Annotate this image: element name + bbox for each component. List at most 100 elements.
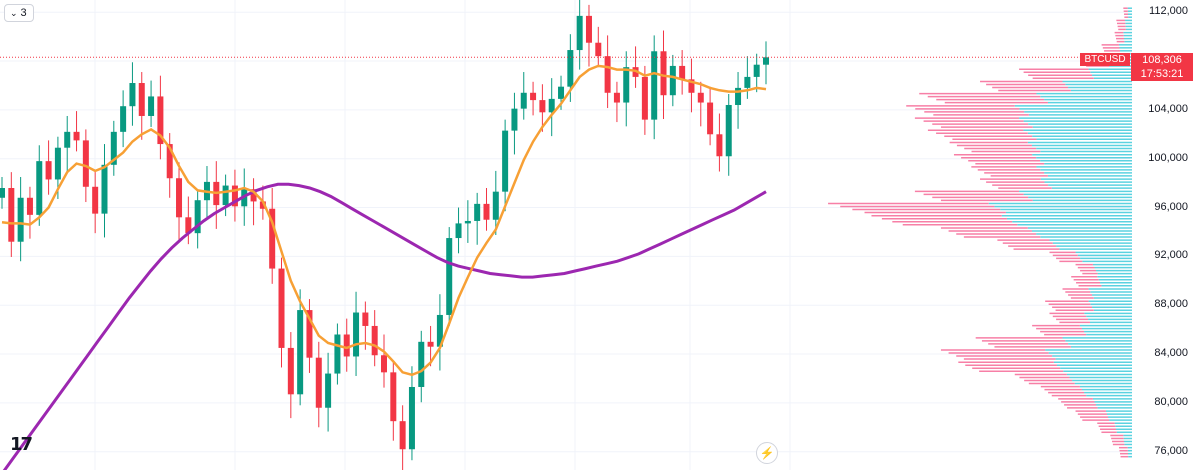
candle-body (297, 310, 304, 395)
candle-body (688, 79, 695, 93)
candle-body (502, 130, 509, 192)
price-axis-tick-label: 80,000 (1154, 395, 1188, 408)
ma-fast-line (1, 64, 767, 377)
ma-slow-line (2, 182, 767, 470)
candle-body (0, 188, 5, 198)
candle-body (45, 161, 52, 180)
candle-body (120, 106, 127, 132)
candle-body (669, 65, 676, 96)
candle-body (530, 92, 537, 101)
candle-body (371, 325, 378, 356)
symbol-label: BTCUSD (1080, 53, 1130, 66)
candle-body (436, 314, 443, 347)
candle-body (623, 67, 630, 103)
candle-body (36, 161, 43, 215)
candle-body (64, 131, 71, 148)
candle-body (82, 140, 89, 187)
candle-body (651, 51, 658, 120)
candle-body (567, 50, 574, 87)
candle-body (641, 76, 648, 120)
candle-body (474, 203, 481, 221)
candle-body (362, 312, 369, 326)
candle-body (735, 87, 742, 105)
candle-body (343, 334, 350, 357)
candle-body (707, 102, 714, 135)
candle-body (576, 15, 583, 51)
candle-body (8, 188, 15, 242)
candle-body (259, 201, 266, 209)
candle-body (334, 334, 341, 374)
candle-body (353, 312, 360, 357)
candle-body (250, 189, 257, 202)
price-axis-tick-label: 84,000 (1154, 347, 1188, 360)
price-axis-tick-label: 96,000 (1154, 200, 1188, 213)
candle-body (725, 104, 732, 157)
candle-body (679, 65, 686, 80)
candle-body (185, 217, 192, 234)
candle-body (558, 86, 565, 99)
candle-body (231, 185, 238, 207)
candle-body (464, 220, 471, 224)
candle-body (744, 76, 751, 88)
candle-body (148, 96, 155, 116)
price-axis-tick-label: 112,000 (1149, 5, 1188, 18)
candle-body (697, 92, 704, 103)
candle-body (17, 197, 24, 242)
moving-averages (1, 64, 767, 470)
volume-profile (828, 7, 1132, 458)
candle-body (222, 185, 229, 206)
candle-body (166, 144, 173, 179)
candle-body (399, 421, 406, 450)
candle-body (716, 134, 723, 157)
candle-body (455, 223, 462, 239)
candle-body (92, 186, 99, 214)
candle-body (390, 372, 397, 422)
last-price-label: 108,306 (1131, 53, 1193, 67)
candle-body (595, 42, 602, 57)
candle-body (315, 357, 322, 408)
bar-countdown: 17:53:21 (1131, 67, 1193, 81)
candle-body (548, 98, 555, 113)
candle-body (520, 92, 527, 109)
price-axis-tick-label: 104,000 (1148, 102, 1188, 115)
tradingview-logo[interactable]: 17 (10, 434, 33, 455)
candle-body (427, 341, 434, 347)
candle-body (483, 203, 490, 220)
candle-body (585, 15, 592, 43)
candle-body (418, 341, 425, 387)
candle-body (26, 197, 33, 215)
candles (0, 0, 769, 470)
price-axis-tick-label: 76,000 (1154, 444, 1188, 457)
candle-body (604, 56, 611, 93)
candle-body (129, 83, 136, 107)
candle-body (763, 57, 769, 65)
candle-body (381, 355, 387, 373)
candle-body (660, 51, 667, 96)
lightning-icon[interactable]: ⚡ (756, 442, 778, 464)
price-axis-tick-label: 100,000 (1148, 151, 1188, 164)
candle-body (176, 178, 183, 218)
candle-body (492, 191, 499, 220)
candle-body (278, 268, 285, 348)
candle-body (306, 310, 313, 358)
candle-body (446, 238, 453, 315)
candle-body (287, 347, 294, 395)
candle-body (157, 96, 164, 145)
candle-body (101, 164, 108, 214)
candle-body (138, 83, 145, 116)
candle-body (194, 200, 201, 234)
candle-body (753, 64, 760, 77)
candle-body (511, 108, 518, 131)
candle-body (54, 147, 61, 180)
indicators-toggle-button[interactable]: ⌄ 3 (4, 4, 34, 22)
candle-body (110, 131, 117, 165)
candle-body (269, 208, 276, 269)
chart-grid (0, 0, 1130, 470)
candle-body (408, 386, 415, 450)
candle-body (539, 100, 546, 113)
price-axis-tick-label: 88,000 (1154, 298, 1188, 311)
indicators-count: 3 (20, 7, 27, 19)
candle-body (325, 373, 332, 408)
